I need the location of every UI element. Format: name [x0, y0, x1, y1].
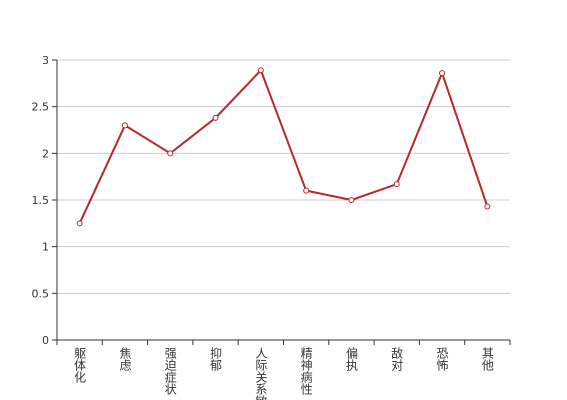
point	[167, 150, 174, 157]
y-tick-label: 0	[42, 334, 49, 347]
y-tick-label: 1.5	[32, 194, 50, 207]
x-tick-label: 人际关系敏感	[254, 347, 268, 400]
point	[212, 114, 219, 121]
point	[393, 181, 400, 188]
point	[121, 122, 128, 129]
point	[76, 220, 83, 227]
y-tick-label: 2.5	[32, 101, 50, 114]
point	[257, 67, 264, 74]
x-tick-label: 敌对	[390, 346, 404, 371]
x-tick-label: 精神病性	[299, 347, 313, 396]
x-tick-label: 抑郁	[209, 346, 223, 372]
y-tick-label: 3	[42, 54, 49, 67]
x-tick-label: 恐怖	[435, 347, 449, 371]
x-tick-label: 躯体化	[73, 346, 87, 384]
point	[348, 197, 355, 203]
y-tick-label: 1	[42, 241, 49, 254]
y-tick-label: 2	[42, 147, 49, 160]
point	[303, 187, 310, 194]
point	[439, 70, 446, 77]
x-tick-label: 其他	[480, 347, 494, 371]
point	[484, 203, 491, 210]
line	[78, 68, 489, 224]
x-tick-label: 强迫症状	[163, 347, 177, 395]
y-tick-label: 0.5	[32, 287, 50, 300]
x-tick-label: 偏执	[344, 346, 358, 372]
x-tick-label: 焦虑	[118, 347, 132, 371]
